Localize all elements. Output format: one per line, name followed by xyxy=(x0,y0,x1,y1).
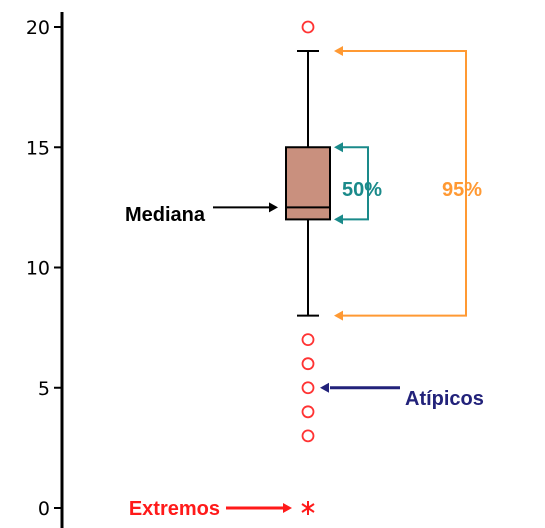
range-label: 95% xyxy=(442,179,482,201)
outlier-point xyxy=(301,20,315,34)
extreme-stroke xyxy=(301,503,315,513)
y-tick-label: 0 xyxy=(38,498,50,520)
outliers-label: Atípicos xyxy=(405,388,484,410)
iqr-bracket xyxy=(334,142,369,225)
y-axis-ticks: 0 5 10 15 20 xyxy=(26,17,62,520)
y-tick-label: 5 xyxy=(38,378,50,400)
range-arrowhead-bottom xyxy=(334,310,343,321)
outlier-point xyxy=(301,405,315,419)
annotations: Mediana 50% 95% Atípicos Extremos xyxy=(125,46,484,520)
median-arrowhead xyxy=(269,202,278,213)
extremes-arrowhead xyxy=(283,503,292,513)
outlier-point xyxy=(301,381,315,395)
y-tick-label: 10 xyxy=(26,258,50,280)
range-bracket xyxy=(334,46,467,321)
iqr-bracket-line xyxy=(338,146,369,221)
outlier-point xyxy=(301,357,315,371)
extreme-point xyxy=(301,501,315,515)
extremes-label: Extremos xyxy=(129,498,220,520)
iqr-box xyxy=(285,146,331,221)
outliers-arrowhead xyxy=(320,382,329,393)
y-tick-label: 15 xyxy=(26,137,50,159)
box-plot xyxy=(285,50,331,317)
outlier-points xyxy=(301,20,315,515)
outlier-point xyxy=(301,429,315,443)
range-bracket-line xyxy=(338,50,467,317)
outlier-point xyxy=(301,333,315,347)
y-tick-label: 20 xyxy=(26,17,50,39)
iqr-arrowhead-bottom xyxy=(334,214,343,225)
median-label: Mediana xyxy=(125,204,206,226)
range-arrowhead-top xyxy=(334,46,343,57)
iqr-label: 50% xyxy=(342,179,382,201)
iqr-arrowhead-top xyxy=(334,142,343,153)
